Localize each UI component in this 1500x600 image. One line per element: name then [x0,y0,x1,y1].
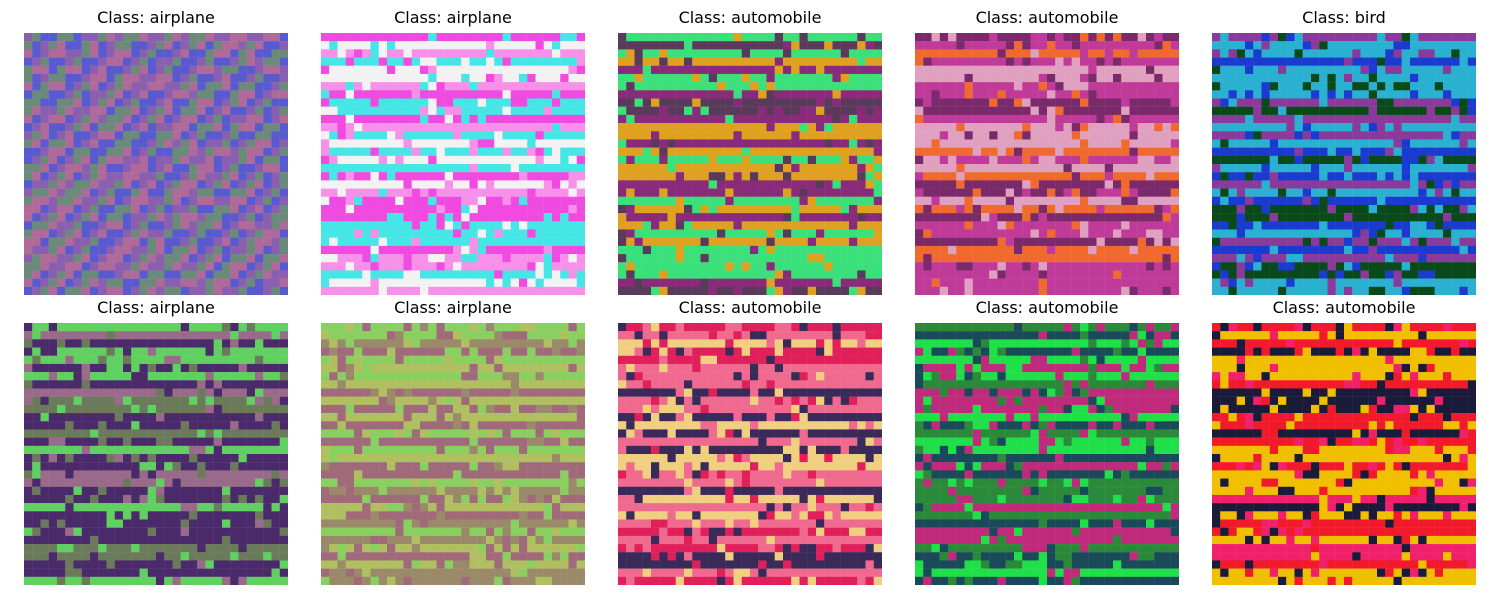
panel-title: Class: automobile [678,8,822,27]
panel-title: Class: bird [1302,8,1386,27]
panel-title: Class: automobile [975,8,1119,27]
image-tile [915,323,1179,585]
panel-title: Class: automobile [975,298,1119,317]
image-tile [24,323,288,585]
image-tile [618,323,882,585]
image-tile [1212,33,1476,295]
image-tile [321,323,585,585]
panel-title: Class: airplane [394,8,512,27]
image-tile [915,33,1179,295]
panel-title: Class: automobile [678,298,822,317]
panel-title: Class: airplane [394,298,512,317]
image-tile [24,33,288,295]
panel-title: Class: automobile [1272,298,1416,317]
panel-title: Class: airplane [97,8,215,27]
image-tile [321,33,585,295]
image-tile [1212,323,1476,585]
panel-title: Class: airplane [97,298,215,317]
image-tile [618,33,882,295]
